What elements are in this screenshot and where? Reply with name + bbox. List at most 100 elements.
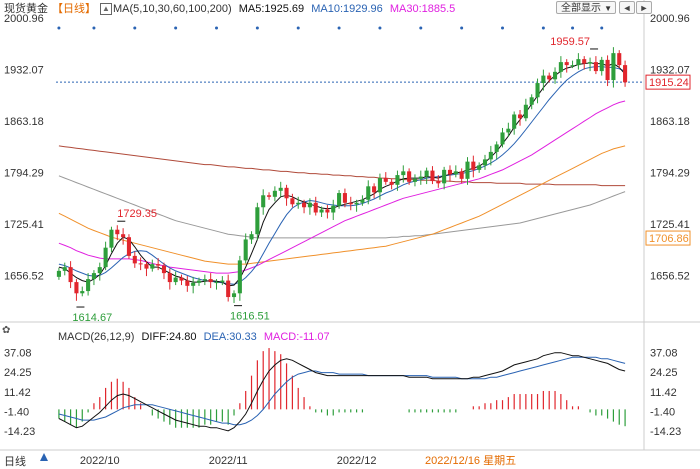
signal-dot	[460, 26, 464, 30]
candle-body	[272, 190, 277, 197]
ma-params: MA(5,10,30,60,100,200)	[113, 3, 232, 15]
period-label[interactable]: 【日线】	[52, 3, 96, 15]
signal-dot	[133, 26, 137, 30]
candle-body	[500, 132, 505, 145]
candle-body	[377, 178, 382, 193]
candle-body	[214, 282, 219, 284]
price-tag-box	[645, 230, 691, 246]
candle-body	[383, 178, 388, 182]
candle-body	[372, 186, 377, 193]
candle-body	[517, 114, 523, 119]
candle-body	[541, 75, 546, 84]
candle-body	[576, 59, 581, 66]
candle-body	[266, 195, 272, 197]
candle-body	[494, 144, 499, 152]
scroll-up-icon[interactable]	[40, 453, 48, 461]
ma-toggle-icon[interactable]: ▲	[100, 3, 112, 16]
candle-body	[237, 260, 242, 294]
x-tick-label: 2022/11	[209, 455, 248, 467]
price-tick-label: 1932.07	[650, 65, 690, 77]
candle-body	[68, 267, 73, 283]
ma30-line	[58, 100, 626, 274]
signal-dot	[501, 26, 505, 30]
candle-body	[477, 165, 482, 170]
dea-value: DEA:30.33	[203, 331, 257, 343]
price-tick-label-left: 2000.96	[4, 13, 44, 25]
signal-dot	[419, 26, 423, 30]
candle-body	[395, 175, 400, 185]
candle-body	[459, 171, 464, 179]
candle-body	[161, 265, 167, 274]
dea-line	[58, 356, 626, 426]
candle-body	[354, 202, 359, 205]
candle-body	[202, 279, 207, 281]
candle-body	[482, 159, 488, 166]
candle-body	[337, 193, 342, 206]
annotation-label: 1729.35	[117, 208, 157, 220]
candle-body	[325, 209, 330, 213]
candle-body	[389, 181, 394, 185]
ma5-value: MA5:1925.69	[238, 3, 305, 15]
candle-body	[424, 170, 429, 177]
candle-body	[261, 195, 266, 208]
candle-body	[302, 202, 307, 208]
annotation-label: 1614.67	[72, 312, 112, 324]
candle-body	[179, 277, 184, 281]
price-tag-label: 1915.24	[649, 77, 689, 89]
candle-body	[611, 53, 616, 81]
ma5-line	[58, 62, 626, 287]
candle-body	[623, 65, 628, 83]
candle-body	[564, 62, 569, 66]
candle-body	[290, 198, 295, 205]
signal-dot	[541, 26, 545, 30]
gear-icon[interactable]: ✿	[2, 325, 11, 336]
candle-body	[605, 59, 610, 81]
ma60-line	[58, 145, 626, 265]
price-tick-label-left: 1863.18	[4, 116, 44, 128]
candle-body	[132, 255, 137, 264]
macd-tick-label: 37.08	[650, 348, 678, 360]
candle-body	[138, 263, 143, 265]
candle-body	[319, 209, 324, 213]
nav-left-button[interactable]: ◄	[619, 1, 635, 14]
candle-body	[558, 62, 563, 72]
range-button[interactable]: 日线	[4, 456, 26, 468]
signal-dot	[57, 26, 61, 30]
candle-body	[360, 199, 365, 203]
macd-tick-label-left: -14.23	[4, 426, 35, 438]
candle-body	[86, 279, 91, 292]
candle-body	[471, 161, 476, 170]
candle-body	[196, 280, 202, 283]
macd-tick-label-left: 11.42	[4, 387, 31, 399]
candle-body	[150, 264, 155, 269]
ma200-line	[58, 145, 626, 187]
candle-body	[512, 114, 517, 129]
candle-body	[418, 176, 423, 179]
dropdown-caret-icon: ▼	[604, 4, 612, 13]
candle-body	[430, 170, 435, 182]
annotation-label: 1616.51	[230, 311, 270, 323]
price-tick-label: 1794.29	[650, 168, 690, 180]
nav-right-button[interactable]: ►	[636, 1, 652, 14]
signal-dot	[215, 26, 219, 30]
candle-body	[296, 202, 301, 205]
candle-body	[436, 181, 441, 184]
show-all-button[interactable]: 全部显示 ▼	[556, 1, 616, 14]
macd-tick-label: 24.25	[650, 367, 678, 379]
candle-body	[547, 75, 552, 80]
candle-body	[56, 270, 61, 277]
macd-value: MACD:-11.07	[263, 331, 330, 343]
macd-tick-label: -14.23	[650, 426, 681, 438]
candle-body	[313, 202, 318, 213]
price-tag-label: 1706.86	[649, 233, 689, 245]
signal-dot	[378, 26, 382, 30]
price-legend: 现货黄金 【日线】 ▲ MA(5,10,30,60,100,200) MA5:1925…	[4, 1, 459, 17]
candle-body	[167, 273, 172, 283]
candle-body	[144, 264, 149, 269]
show-all-label: 全部显示	[561, 3, 601, 14]
candle-body	[191, 282, 196, 286]
macd-tick-label: -1.40	[650, 407, 675, 419]
candle-body	[103, 247, 108, 268]
